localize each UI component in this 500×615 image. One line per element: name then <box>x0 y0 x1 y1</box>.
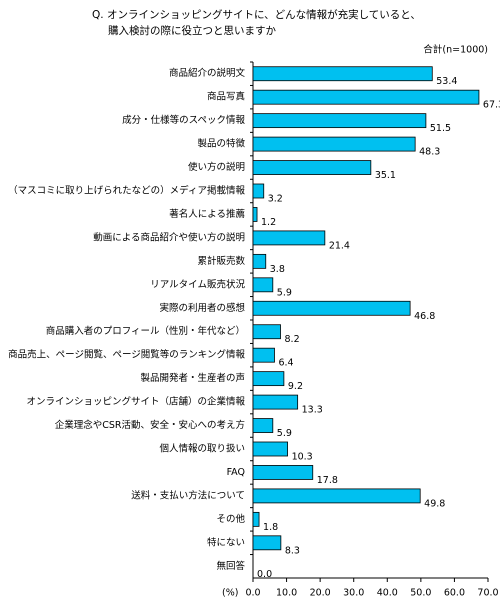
chart-title: Q. オンラインショッピングサイトに、どんな情報が充実していると、 <box>92 8 421 21</box>
y-tick-label: （マスコミに取り上げられたなどの）メディア掲載情報 <box>8 185 245 197</box>
value-label: 0.0 <box>257 569 272 580</box>
bar <box>252 66 433 82</box>
x-tick-label: 50.0 <box>410 588 431 599</box>
value-label: 5.9 <box>277 287 292 298</box>
bar <box>252 488 421 504</box>
value-label: 17.8 <box>317 475 338 486</box>
y-tick-label: オンラインショッピングサイト（店舗）の企業情報 <box>26 396 245 408</box>
value-label: 13.3 <box>302 405 323 416</box>
value-label: 10.3 <box>292 452 313 463</box>
value-label: 35.1 <box>375 170 396 181</box>
chart-title: 購入検討の際に役立つと思いますか <box>108 24 276 37</box>
bar <box>252 371 285 387</box>
value-label: 9.2 <box>288 381 303 392</box>
bar <box>252 300 411 316</box>
value-label: 3.2 <box>268 194 283 205</box>
bar <box>252 441 288 457</box>
bar <box>252 465 314 480</box>
y-tick-label: 使い方の説明 <box>188 161 245 173</box>
y-tick-label: その他 <box>216 513 245 525</box>
bar <box>252 347 275 363</box>
bar <box>252 511 260 527</box>
bar <box>252 230 326 246</box>
value-label: 48.3 <box>419 147 440 158</box>
y-tick-label: 実際の利用者の感想 <box>159 302 245 314</box>
y-tick-label: 動画による商品紹介や使い方の説明 <box>93 231 245 243</box>
y-tick-label: 商品売上、ページ閲覧、ページ閲覧等のランキング情報 <box>8 349 245 361</box>
x-tick-label: 40.0 <box>377 588 398 599</box>
value-label: 67.3 <box>483 100 500 111</box>
bar <box>252 324 281 340</box>
value-label: 21.4 <box>329 240 350 251</box>
value-label: 53.4 <box>436 76 457 87</box>
y-tick-label: 企業理念やCSR活動、安全・安心への考え方 <box>55 419 245 431</box>
bar <box>252 183 265 199</box>
bar <box>252 89 480 105</box>
bar <box>252 277 274 293</box>
bar <box>252 160 372 175</box>
x-tick-label: 0.0 <box>245 588 260 599</box>
x-tick-label: 10.0 <box>276 588 297 599</box>
y-tick-label: 送料・支払い方法について <box>131 489 245 501</box>
y-tick-label: 製品開発者・生産者の声 <box>140 372 245 384</box>
bar <box>252 113 427 129</box>
bar <box>252 394 299 410</box>
y-tick-label: 個人情報の取り扱い <box>159 443 245 455</box>
value-label: 5.9 <box>277 428 292 439</box>
y-tick-label: 製品の特徴 <box>197 138 245 150</box>
y-tick-label: 商品紹介の説明文 <box>169 67 246 79</box>
x-tick-label: 20.0 <box>310 588 331 599</box>
value-label: 46.8 <box>414 311 435 322</box>
y-tick-label: リアルタイム販売状況 <box>150 278 245 290</box>
value-label: 6.4 <box>278 358 293 369</box>
y-tick-label: 累計販売数 <box>197 255 245 267</box>
bar <box>252 207 258 222</box>
bar <box>252 535 282 551</box>
x-tick-label: 60.0 <box>444 588 465 599</box>
value-label: 8.3 <box>285 545 300 556</box>
value-label: 51.5 <box>430 123 451 134</box>
bar <box>252 418 274 433</box>
y-tick-label: 成分・仕様等のスペック情報 <box>122 114 245 126</box>
value-label: 1.8 <box>263 522 278 533</box>
value-label: 1.2 <box>261 217 276 228</box>
x-tick-label: 70.0 <box>477 588 498 599</box>
y-tick-label: 特にない <box>207 536 245 548</box>
y-tick-label: 無回答 <box>216 560 245 572</box>
y-tick-label: FAQ <box>227 467 245 478</box>
chart-subtitle: 合計(n=1000) <box>423 44 488 56</box>
bar <box>252 136 416 152</box>
value-label: 3.8 <box>270 264 285 275</box>
bar <box>252 253 267 269</box>
y-tick-label: 著名人による推薦 <box>169 208 245 220</box>
value-label: 8.2 <box>285 334 300 345</box>
x-tick-label: 30.0 <box>343 588 364 599</box>
x-axis-label: (%) <box>222 588 238 599</box>
y-tick-label: 商品購入者のプロフィール（性別・年代など） <box>46 325 245 337</box>
value-label: 49.8 <box>424 498 445 509</box>
y-tick-label: 商品写真 <box>207 91 245 103</box>
